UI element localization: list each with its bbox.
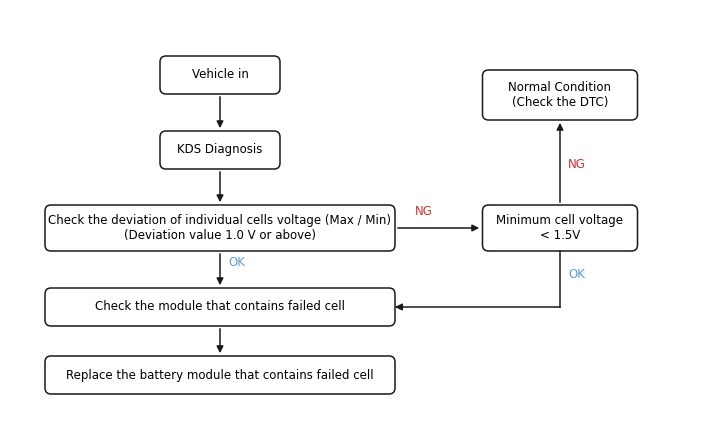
Text: Check the module that contains failed cell: Check the module that contains failed ce… xyxy=(95,300,345,313)
Text: OK: OK xyxy=(568,269,585,282)
Text: Check the deviation of individual cells voltage (Max / Min)
(Deviation value 1.0: Check the deviation of individual cells … xyxy=(49,214,392,242)
Text: OK: OK xyxy=(228,256,245,269)
FancyBboxPatch shape xyxy=(482,205,638,251)
FancyBboxPatch shape xyxy=(482,70,638,120)
Text: KDS Diagnosis: KDS Diagnosis xyxy=(177,144,263,157)
Text: Normal Condition
(Check the DTC): Normal Condition (Check the DTC) xyxy=(508,81,612,109)
Text: Vehicle in: Vehicle in xyxy=(191,69,248,82)
FancyBboxPatch shape xyxy=(45,288,395,326)
Text: Replace the battery module that contains failed cell: Replace the battery module that contains… xyxy=(66,368,374,381)
Text: NG: NG xyxy=(415,205,433,218)
FancyBboxPatch shape xyxy=(45,205,395,251)
Text: Minimum cell voltage
< 1.5V: Minimum cell voltage < 1.5V xyxy=(496,214,624,242)
FancyBboxPatch shape xyxy=(45,356,395,394)
FancyBboxPatch shape xyxy=(160,56,280,94)
FancyBboxPatch shape xyxy=(160,131,280,169)
Text: NG: NG xyxy=(568,158,586,171)
